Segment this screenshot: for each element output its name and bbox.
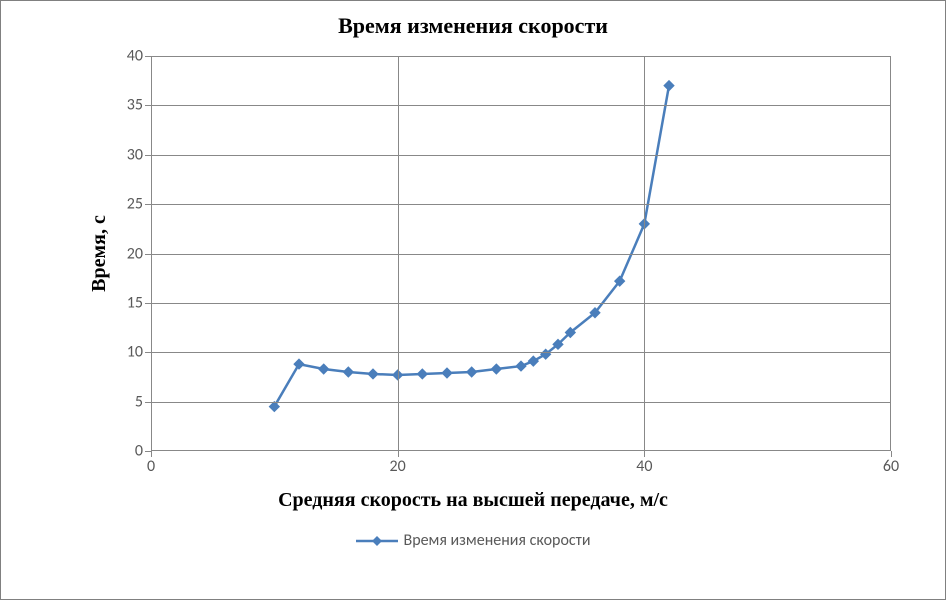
- chart-title: Время изменения скорости: [1, 13, 945, 39]
- series-marker: [319, 364, 329, 374]
- v-gridline: [644, 56, 645, 451]
- plot-area: 05101520253035400204060: [151, 56, 891, 451]
- series-marker: [269, 402, 279, 412]
- y-axis-title: Время, с: [88, 215, 111, 292]
- y-tick-label: 35: [127, 96, 151, 115]
- x-tick-label: 60: [883, 451, 899, 476]
- y-tick-label: 40: [127, 47, 151, 66]
- h-gridline: [151, 352, 891, 353]
- legend-label: Время изменения скорости: [404, 531, 591, 550]
- h-gridline: [151, 303, 891, 304]
- x-tick-label: 0: [147, 451, 155, 476]
- y-tick-label: 15: [127, 293, 151, 312]
- series-marker: [491, 364, 501, 374]
- series-marker: [442, 368, 452, 378]
- series-marker: [516, 361, 526, 371]
- h-gridline: [151, 155, 891, 156]
- series-line: [274, 86, 669, 407]
- x-tick-label: 40: [636, 451, 652, 476]
- y-tick-label: 25: [127, 195, 151, 214]
- x-tick-label: 20: [390, 451, 406, 476]
- y-tick-label: 5: [135, 392, 151, 411]
- h-gridline: [151, 254, 891, 255]
- series-marker: [343, 367, 353, 377]
- legend-marker-icon: [356, 534, 398, 548]
- h-gridline: [151, 105, 891, 106]
- series-marker: [467, 367, 477, 377]
- y-tick-label: 10: [127, 343, 151, 362]
- h-gridline: [151, 402, 891, 403]
- h-gridline: [151, 204, 891, 205]
- chart-legend: Время изменения скорости: [1, 531, 945, 553]
- series-marker: [417, 369, 427, 379]
- v-gridline: [398, 56, 399, 451]
- y-tick-label: 20: [127, 244, 151, 263]
- series-marker: [368, 369, 378, 379]
- series-marker: [528, 356, 538, 366]
- series-marker: [294, 359, 304, 369]
- series-marker: [664, 81, 674, 91]
- chart-frame: Время изменения скорости 051015202530354…: [0, 0, 946, 600]
- x-axis-title: Средняя скорость на высшей передаче, м/с: [1, 489, 945, 512]
- y-tick-label: 30: [127, 145, 151, 164]
